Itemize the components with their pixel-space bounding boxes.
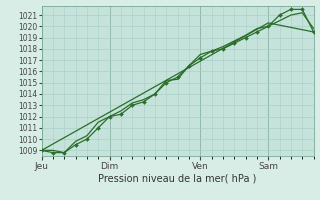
X-axis label: Pression niveau de la mer( hPa ): Pression niveau de la mer( hPa ) bbox=[99, 173, 257, 183]
